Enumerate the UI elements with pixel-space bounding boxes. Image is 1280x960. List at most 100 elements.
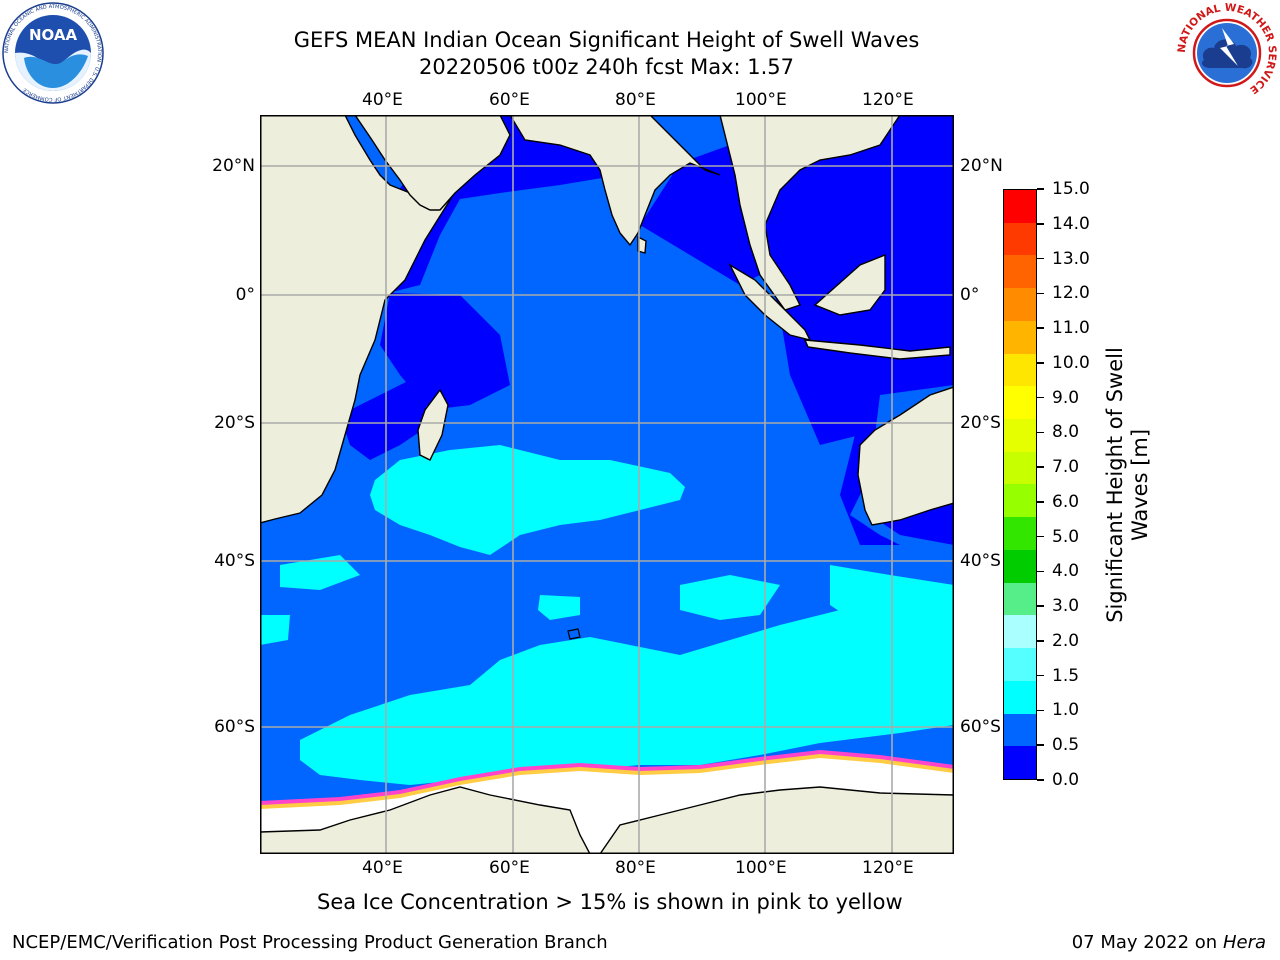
bottom-lon-label: 80°E <box>615 858 656 878</box>
colorbar-tick-mark <box>1037 257 1044 260</box>
swell-zone-low-mozambique <box>340 375 430 460</box>
colorbar-tick-mark <box>1037 327 1044 329</box>
colorbar-label: Significant Height of Swell Waves [m] <box>1103 347 1153 623</box>
colorbar-segment <box>1004 222 1036 256</box>
colorbar-tick-label: 0.0 <box>1052 770 1080 790</box>
colorbar-tick-label: 13.0 <box>1052 248 1090 269</box>
colorbar-tick-mark <box>1037 431 1044 434</box>
bottom-lon-label: 40°E <box>362 858 403 878</box>
colorbar-segment <box>1004 517 1036 550</box>
colorbar-tick-mark <box>1037 396 1044 399</box>
colorbar-tick-mark <box>1037 188 1044 190</box>
land-madagascar <box>417 388 449 461</box>
land-india <box>509 115 721 247</box>
colorbar-tick-mark <box>1037 362 1044 364</box>
colorbar-tick-mark <box>1037 640 1044 642</box>
land-australia <box>857 386 954 526</box>
colorbar-tick-label: 12.0 <box>1052 283 1090 304</box>
colorbar-segment <box>1004 451 1036 485</box>
top-lon-label: 40°E <box>362 90 403 110</box>
top-lon-label: 60°E <box>489 90 530 110</box>
colorbar-segment <box>1004 713 1036 747</box>
colorbar-tick-mark <box>1037 674 1044 677</box>
colorbar-tick-mark <box>1037 744 1044 746</box>
colorbar-tick-label: 1.0 <box>1052 700 1080 721</box>
colorbar-segment <box>1004 288 1036 321</box>
colorbar-tick-label: 6.0 <box>1052 491 1080 512</box>
graticule <box>260 115 954 854</box>
land-antarctica <box>260 786 591 854</box>
swell-zone-low-bay-of-bengal <box>640 145 760 285</box>
chart-subtitle: 20220506 t00z 240h fcst Max: 1.57 <box>419 55 794 79</box>
colorbar-tick-mark <box>1037 709 1044 712</box>
left-lat-label: 60°S <box>214 717 255 737</box>
swell-zone-high-patch <box>280 555 360 590</box>
colorbar-tick-label: 5.0 <box>1052 526 1080 547</box>
map-panel <box>260 115 954 854</box>
chart-title: GEFS MEAN Indian Ocean Significant Heigh… <box>293 28 920 52</box>
right-lat-label: 20°S <box>960 413 1001 433</box>
colorbar-tick-label: 4.0 <box>1052 561 1080 582</box>
right-lat-label: 0° <box>960 285 980 305</box>
colorbar-tick-mark <box>1037 466 1044 468</box>
colorbar-tick-label: 15.0 <box>1052 179 1090 199</box>
colorbar-tick-label: 3.0 <box>1052 596 1080 617</box>
colorbar-tick-label: 7.0 <box>1052 457 1080 478</box>
swell-zone-high-patch <box>260 615 290 645</box>
swell-zone-high-central <box>370 445 685 555</box>
swell-zone-high-patch <box>538 595 580 620</box>
colorbar-segment <box>1004 746 1036 779</box>
ice-note: Sea Ice Concentration > 15% is shown in … <box>317 890 903 914</box>
top-lon-label: 100°E <box>735 90 787 110</box>
colorbar-tick-label: 1.5 <box>1052 665 1080 686</box>
swell-zone-high-southern <box>300 585 954 785</box>
land-arabia <box>354 115 511 211</box>
bottom-lon-label: 120°E <box>862 858 914 878</box>
colorbar-tick-label: 9.0 <box>1052 387 1080 408</box>
colorbar-segment <box>1004 353 1036 387</box>
noaa-logo: NOAA NATIONAL OCEANIC AND ATMOSPHERIC AD… <box>2 2 104 104</box>
colorbar-segment <box>1004 190 1036 223</box>
swell-zone-high-patch <box>680 575 780 620</box>
colorbar-tick-mark <box>1037 605 1044 607</box>
colorbar-segment <box>1004 419 1036 452</box>
colorbar-tick-mark <box>1037 501 1044 503</box>
colorbar-tick-label: 0.5 <box>1052 735 1080 756</box>
colorbar-tick-mark <box>1037 570 1044 573</box>
colorbar-segment <box>1004 615 1036 649</box>
top-lon-label: 80°E <box>615 90 656 110</box>
left-lat-label: 20°S <box>214 413 255 433</box>
run-date: 07 May 2022 on Hera <box>1072 932 1266 953</box>
colorbar <box>1003 189 1037 780</box>
run-date-text: 07 May 2022 on <box>1071 932 1218 953</box>
right-lat-label: 40°S <box>960 551 1001 571</box>
colorbar-tick-mark <box>1037 223 1044 225</box>
left-lat-label: 20°N <box>212 156 255 176</box>
colorbar-label-line1: Significant Height of Swell <box>1103 347 1127 623</box>
land-java <box>803 339 951 360</box>
land-africa <box>260 115 462 524</box>
branch-credit: NCEP/EMC/Verification Post Processing Pr… <box>12 932 608 953</box>
colorbar-tick-mark <box>1037 292 1044 295</box>
land-antarctica <box>599 786 954 854</box>
right-lat-label: 60°S <box>960 717 1001 737</box>
land-sri-lanka <box>637 235 647 254</box>
bottom-lon-label: 100°E <box>735 858 787 878</box>
colorbar-segment <box>1004 549 1036 583</box>
colorbar-segment <box>1004 320 1036 354</box>
colorbar-tick-mark <box>1037 779 1044 781</box>
top-lon-label: 120°E <box>862 90 914 110</box>
left-lat-label: 0° <box>235 285 255 305</box>
right-lat-label: 20°N <box>960 156 1003 176</box>
colorbar-label-line2: Waves [m] <box>1128 428 1152 542</box>
colorbar-tick-label: 8.0 <box>1052 422 1080 443</box>
colorbar-tick-label: 14.0 <box>1052 213 1090 234</box>
colorbar-segment <box>1004 648 1036 681</box>
colorbar-segment <box>1004 582 1036 616</box>
bottom-lon-label: 60°E <box>489 858 530 878</box>
land-kerguelen <box>567 628 581 640</box>
nws-logo: NATIONAL WEATHER SERVICE <box>1176 2 1278 104</box>
map-svg <box>260 115 954 854</box>
colorbar-tick-label: 10.0 <box>1052 352 1090 373</box>
colorbar-segment <box>1004 680 1036 714</box>
